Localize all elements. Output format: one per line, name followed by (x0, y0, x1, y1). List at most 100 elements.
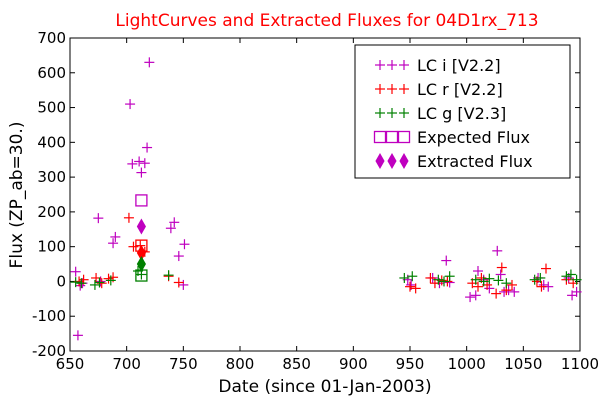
legend-marker (375, 60, 385, 70)
plus-point (565, 269, 576, 280)
x-tick-label: 750 (169, 355, 198, 373)
plus-point (399, 272, 410, 283)
data-points (70, 57, 582, 341)
legend-label: LC r [V2.2] (417, 80, 503, 99)
x-tick-label: 1050 (504, 355, 542, 373)
axis-ticks: 650 700 750 800 850 900 950 1000 1050 1100-200-10… (32, 29, 599, 373)
plus-point (94, 277, 105, 288)
plus-point (465, 292, 476, 303)
plus-point (499, 286, 510, 297)
plus-point (535, 272, 546, 283)
y-tick-label: 700 (37, 29, 66, 47)
plus-point (110, 231, 121, 242)
plus-point (470, 274, 481, 285)
chart-title: LightCurves and Extracted Fluxes for 04D… (115, 11, 538, 31)
plus-point (105, 275, 116, 286)
y-tick-label: 300 (37, 168, 66, 186)
legend-marker (399, 152, 409, 170)
legend-marker (387, 84, 397, 94)
plus-point (178, 279, 189, 290)
plus-point (103, 273, 114, 284)
x-tick-label: 850 (282, 355, 311, 373)
legend: LC i [V2.2] LC r [V2.2] LC g [V2.3] Expecte… (354, 44, 571, 179)
plus-point (173, 277, 184, 288)
plus-point (142, 142, 153, 153)
y-tick-label: 100 (37, 238, 66, 256)
plus-point (165, 223, 176, 234)
plus-point (491, 288, 502, 299)
legend-marker (399, 84, 409, 94)
plus-point (163, 270, 174, 281)
plus-point (125, 99, 136, 110)
plus-point (501, 278, 512, 289)
plus-point (561, 271, 572, 282)
legend-label: Extracted Flux (417, 152, 533, 171)
legend-marker (399, 60, 409, 70)
x-tick-label: 700 (112, 355, 141, 373)
plus-point (425, 272, 436, 283)
plus-point (123, 212, 134, 223)
plus-point (473, 266, 483, 277)
plus-point (93, 213, 104, 224)
plus-point (70, 277, 81, 288)
legend-marker (399, 108, 409, 118)
legend-marker (387, 60, 397, 70)
plus-point (571, 274, 582, 285)
y-tick-label: 200 (37, 203, 66, 221)
legend-marker (373, 130, 387, 144)
y-tick-label: -200 (32, 342, 66, 360)
plus-point (441, 255, 452, 266)
plus-point (70, 266, 81, 277)
plus-point (470, 290, 481, 301)
y-tick-label: 600 (37, 64, 66, 82)
plus-point (495, 269, 506, 280)
legend-marker (375, 84, 385, 94)
y-axis-label: Flux (ZP_ab=30.) (7, 122, 27, 269)
x-tick-label: 900 (339, 355, 368, 373)
legend-label: LC g [V2.3] (417, 104, 506, 123)
y-tick-label: 500 (37, 99, 66, 117)
x-tick-label: 950 (396, 355, 425, 373)
x-axis-label: Date (since 01-Jan-2003) (218, 377, 431, 397)
plus-point (496, 262, 507, 273)
plus-point (139, 158, 150, 169)
square-point (135, 194, 148, 207)
plus-point (96, 278, 107, 289)
plus-point (478, 276, 489, 287)
x-tick-label: 1100 (561, 355, 599, 373)
plus-point (134, 156, 145, 167)
plus-point (529, 274, 540, 285)
plus-point (169, 217, 180, 228)
plus-point (538, 279, 549, 290)
plus-point (493, 275, 504, 286)
plus-point (72, 330, 83, 341)
legend-marker (387, 152, 397, 170)
y-tick-label: 400 (37, 133, 66, 151)
x-tick-label: 1000 (448, 355, 486, 373)
plus-point (407, 271, 418, 282)
plus-point (439, 276, 449, 287)
plus-point (433, 274, 444, 285)
legend-marker (387, 108, 397, 118)
plus-point (127, 158, 138, 169)
plus-point (76, 278, 87, 289)
plus-point (128, 241, 139, 252)
plus-point (108, 238, 119, 249)
diamond-point (136, 218, 146, 235)
y-tick-label: -100 (32, 307, 66, 325)
plus-point (509, 286, 520, 297)
x-tick-label: 800 (226, 355, 255, 373)
plus-point (405, 281, 415, 292)
plus-point (444, 271, 455, 282)
diamond-point (136, 256, 146, 273)
legend-label: Expected Flux (417, 128, 530, 147)
plus-point (89, 279, 100, 290)
legend-marker (385, 130, 399, 144)
plus-point (571, 286, 582, 297)
plus-point (179, 239, 190, 250)
plus-point (484, 273, 495, 284)
plus-point (536, 281, 547, 292)
legend-label: LC i [V2.2] (417, 56, 501, 75)
legend-marker (375, 152, 385, 170)
plus-point (541, 263, 551, 274)
